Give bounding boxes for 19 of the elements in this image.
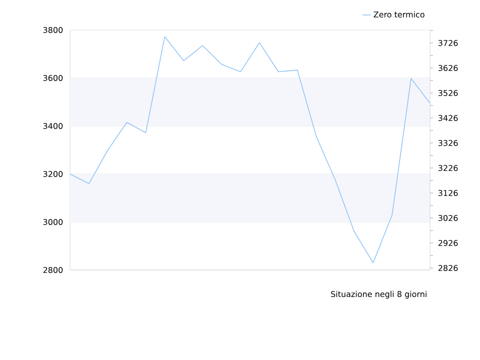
- y2-tick-label: 3426: [438, 114, 458, 122]
- y2-tick-label: 3226: [438, 164, 458, 172]
- y2-tick-label: 3326: [438, 140, 458, 146]
- y2-tick-label: 3626: [438, 64, 458, 72]
- y2-tick-label: 3126: [438, 190, 458, 196]
- legend-label: Zero termico: [374, 11, 424, 18]
- y-tick-label: 2800: [43, 266, 63, 274]
- y2-tick-label: 2826: [438, 264, 458, 272]
- line-series: [70, 36, 430, 264]
- y-tick-label: 3600: [43, 74, 63, 82]
- y2-tick-label: 3726: [438, 40, 458, 46]
- y2-tick-label: 3026: [438, 214, 458, 222]
- y-tick-label: 3000: [43, 218, 63, 226]
- y2-tick-label: 2926: [438, 240, 458, 246]
- x-axis-title: Situazione negli 8 giorni: [331, 290, 426, 299]
- y2-tick-label: 3526: [438, 90, 458, 96]
- y-tick-label: 3400: [43, 122, 63, 130]
- y-tick-label: 3200: [43, 170, 63, 178]
- y-tick-label: 3800: [43, 26, 63, 34]
